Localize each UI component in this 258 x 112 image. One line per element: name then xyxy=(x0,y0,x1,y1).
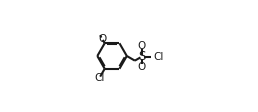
Text: Cl: Cl xyxy=(153,52,164,62)
Text: Cl: Cl xyxy=(94,73,105,83)
Text: O: O xyxy=(138,41,146,51)
Text: O: O xyxy=(98,34,106,44)
Text: S: S xyxy=(138,50,146,63)
Text: O: O xyxy=(138,62,146,72)
